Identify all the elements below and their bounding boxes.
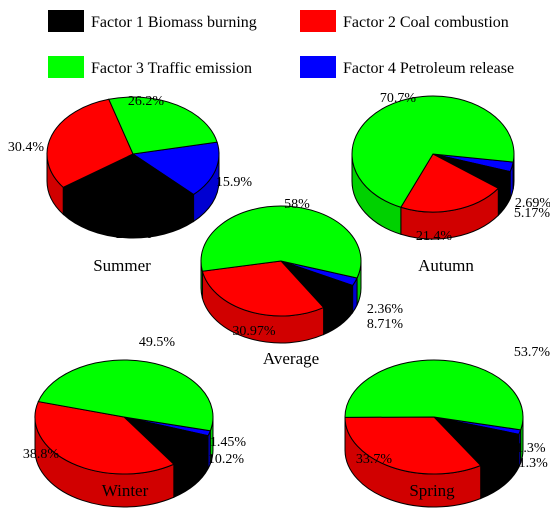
pie-charts: 27.5% 30.4% 26.2% 15.9% Summer 5.17% 21.4% 70.7… (8, 91, 550, 508)
data-label-factor-4-petroleum-release: 2.69% (515, 196, 550, 211)
slice-factor-2-coal-combustion (201, 260, 325, 317)
pie-title: Summer (93, 256, 151, 275)
data-label-factor-2-coal-combustion: 21.4% (416, 229, 453, 244)
data-label-factor-3-traffic-emission: 53.7% (514, 345, 550, 360)
slice-factor-2-coal-combustion (344, 416, 482, 475)
pie-autumn: 5.17% 21.4% 70.7% 2.69% Autumn (351, 91, 550, 275)
legend-label-2: Factor 2 Coal combustion (343, 14, 509, 31)
slice-factor-1-biomass-burning (432, 416, 520, 467)
legend-swatch-2 (300, 10, 336, 32)
data-label-factor-2-coal-combustion: 33.7% (356, 452, 393, 467)
pie-title: Winter (102, 481, 149, 500)
pie-title: Autumn (418, 256, 474, 275)
slice-factor-2-coal-combustion (400, 153, 500, 213)
slice-factor-3-traffic-emission (351, 95, 515, 208)
data-label-factor-3-traffic-emission: 70.7% (380, 91, 417, 106)
data-label-factor-2-coal-combustion: 38.8% (23, 447, 60, 462)
data-label-factor-2-coal-combustion: 30.97% (232, 324, 276, 339)
legend-swatch-3 (48, 56, 84, 78)
data-label-factor-2-coal-combustion: 30.4% (8, 140, 45, 155)
data-label-factor-4-petroleum-release: 1.3% (516, 441, 546, 456)
data-label-factor-3-traffic-emission: 26.2% (128, 94, 165, 109)
slice-factor-3-traffic-emission (108, 96, 218, 155)
data-label-factor-4-petroleum-release: 15.9% (216, 175, 253, 190)
data-label-factor-3-traffic-emission: 49.5% (139, 335, 176, 350)
slice-factor-2-coal-combustion (34, 401, 175, 475)
pie-title: Spring (409, 481, 455, 500)
pie-summer: 27.5% 30.4% 26.2% 15.9% Summer (8, 94, 253, 275)
slice-factor-1-biomass-burning (62, 153, 195, 212)
legend-label-3: Factor 3 Traffic emission (91, 60, 252, 77)
data-label-factor-1-biomass-burning: 11.3% (512, 456, 548, 471)
legend-swatch-4 (300, 56, 336, 78)
data-label-factor-1-biomass-burning: 5.17% (514, 206, 550, 221)
pie-title: Average (263, 349, 319, 368)
legend-label-4: Factor 4 Petroleum release (343, 60, 514, 77)
data-label-factor-1-biomass-burning: 8.71% (367, 317, 404, 332)
slice-factor-3-traffic-emission (344, 359, 524, 431)
slice-factor-4-petroleum-release (131, 141, 220, 196)
data-label-factor-4-petroleum-release: 2.36% (367, 302, 404, 317)
pie-spring: 11.3% 33.7% 53.7% 1.3% Spring (344, 345, 550, 508)
legend: Factor 1 Biomass burning Factor 2 Coal co… (48, 10, 514, 78)
data-label-factor-1-biomass-burning: 10.2% (208, 452, 245, 467)
legend-label-1: Factor 1 Biomass burning (91, 14, 257, 31)
legend-swatch-1 (48, 10, 84, 32)
data-label-factor-1-biomass-burning: 27.5% (116, 227, 153, 242)
slice-factor-3-traffic-emission (37, 359, 214, 432)
data-label-factor-3-traffic-emission: 58% (284, 197, 310, 212)
slice-factor-3-traffic-emission (200, 205, 362, 279)
data-label-factor-4-petroleum-release: 1.45% (210, 435, 247, 450)
slice-factor-2-coal-combustion (46, 98, 134, 188)
pie-average: 8.71% 30.97% 58% 2.36% Average (200, 197, 404, 368)
pie-winter: 10.2% 38.8% 49.5% 1.45% Winter (23, 335, 247, 508)
